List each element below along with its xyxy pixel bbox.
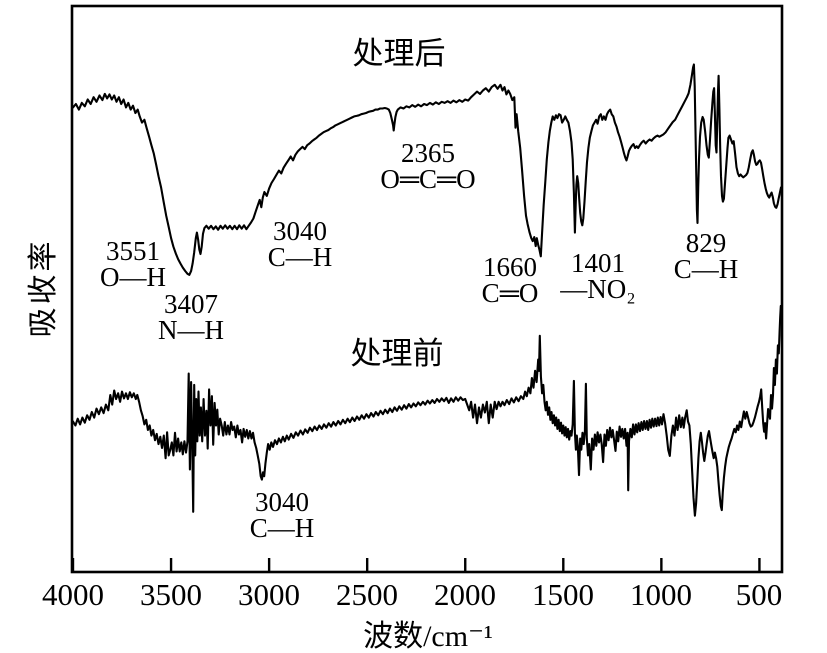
annotation-line: 1660 xyxy=(482,252,537,282)
annotation-line: 1401 xyxy=(570,248,625,278)
annotation-line: 3407 xyxy=(164,289,218,319)
x-tick-label-1500: 1500 xyxy=(532,577,594,612)
annotation-line: 3551 xyxy=(106,236,160,266)
annotation-line: C—H xyxy=(267,242,333,272)
annotation-line: —NO₂ xyxy=(560,274,636,304)
x-axis-title: 波数/cm⁻¹ xyxy=(363,620,493,653)
plot-border xyxy=(70,4,784,574)
annotation-line: O—H xyxy=(100,262,166,292)
annotation-2365-oco: 2365 O═C═O xyxy=(380,138,476,194)
x-tick-label-3500: 3500 xyxy=(140,577,202,612)
annotation-line: 3040 xyxy=(272,216,327,246)
x-tick-label-1000: 1000 xyxy=(630,577,692,612)
spectrum-before-treatment xyxy=(71,304,783,517)
annotation-1660-co: 1660 C═O xyxy=(481,252,539,308)
annotation-line: N—H xyxy=(158,315,224,345)
annotation-line: C—H xyxy=(673,254,739,284)
series-label-after-treatment: 处理后 xyxy=(352,36,446,71)
x-tick-label-2000: 2000 xyxy=(434,577,496,612)
annotation-3040-ch-top: 3040 C—H xyxy=(267,216,333,272)
y-axis-title: 吸收率 xyxy=(27,238,60,338)
x-tick-label-3000: 3000 xyxy=(238,577,300,612)
annotation-1401-no2: 1401 —NO₂ xyxy=(560,248,636,304)
x-tick-label-500: 500 xyxy=(735,577,783,612)
x-tick-label-2500: 2500 xyxy=(336,577,398,612)
annotation-3407-nh: 3407 N—H xyxy=(158,289,224,345)
series-label-before-treatment: 处理前 xyxy=(350,336,444,371)
annotation-line: C—H xyxy=(249,513,315,543)
annotation-line: 829 xyxy=(685,228,727,258)
annotation-line: 2365 xyxy=(400,138,455,168)
annotation-829-ch: 829 C—H xyxy=(673,228,739,284)
spectrum-after-treatment xyxy=(71,63,783,276)
annotation-line: C═O xyxy=(481,278,539,308)
annotation-line: 3040 xyxy=(254,487,309,517)
annotation-3551-oh: 3551 O—H xyxy=(100,236,166,292)
annotation-line: O═C═O xyxy=(380,164,476,194)
annotation-3040-ch-bottom: 3040 C—H xyxy=(249,487,315,543)
x-tick-label-4000: 4000 xyxy=(42,577,104,612)
